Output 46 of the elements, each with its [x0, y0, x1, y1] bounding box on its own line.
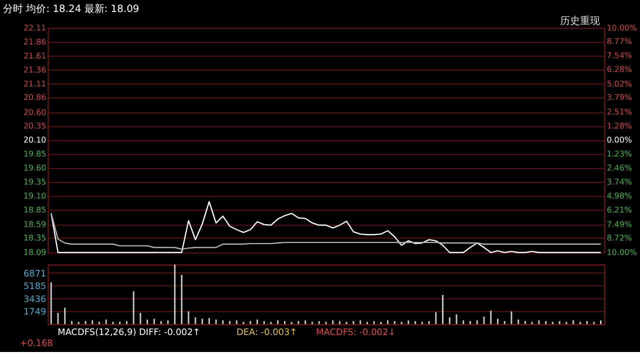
y2-tick-label: 1.23% — [606, 150, 632, 159]
y2-tick-label: 3.79% — [606, 93, 632, 102]
text: MACDFS: -0.002↓ — [316, 328, 396, 338]
y2-tick-label: 3.74% — [606, 178, 632, 187]
line-series — [50, 201, 602, 254]
y2-tick-label: 2.51% — [606, 108, 632, 117]
y-tick-label: 18.85 — [23, 206, 46, 215]
y-tick-label: 18.35 — [23, 233, 46, 242]
y2-tick-label: 5.02% — [606, 79, 632, 88]
y2-tick-label: 1.28% — [606, 121, 632, 130]
y2-tick-label: 2.46% — [606, 163, 632, 172]
y2-tick-label: 0.00% — [606, 136, 632, 145]
y2-tick-label: 8.72% — [606, 234, 632, 243]
y-tick-label: 1749 — [23, 308, 47, 318]
y-tick-label: 20.86 — [23, 93, 46, 102]
y2-tick-label: 8.77% — [606, 37, 632, 46]
y2-tick-label: 4.98% — [606, 192, 632, 201]
y-tick-label: 22.11 — [23, 23, 46, 32]
chart-title: 分时 均价: 18.24 最新: 18.09 — [3, 3, 140, 16]
y2-tick-label: 6.28% — [606, 65, 632, 74]
y-tick-label: 20.60 — [23, 108, 46, 117]
y-tick-label: 18.59 — [23, 220, 46, 230]
line-series — [50, 212, 602, 250]
y-tick-label: 21.36 — [23, 65, 46, 74]
y-tick-label: 19.60 — [23, 164, 46, 173]
y-tick-label: 6871 — [23, 269, 46, 280]
y-tick-label: 21.86 — [23, 37, 46, 46]
text: MACDFS(12,26,9) DIFF: -0.002↑ — [58, 328, 200, 338]
text: DEA: -0.003↑ — [236, 328, 298, 338]
y-tick-label: 20.35 — [23, 122, 46, 131]
y-tick-label: 19.85 — [23, 150, 46, 159]
y2-tick-label: 10.00% — [606, 23, 638, 32]
y-tick-label: 5185 — [23, 282, 46, 292]
y2-tick-label: 7.49% — [606, 220, 632, 229]
y2-tick-label: 10.00% — [606, 248, 638, 258]
y2-tick-label: 6.21% — [606, 205, 632, 214]
y-tick-label: 19.35 — [23, 178, 46, 187]
y-tick-label: 18.09 — [23, 248, 46, 258]
y-tick-label: 21.61 — [23, 51, 46, 60]
y-tick-label: 20.10 — [23, 136, 46, 145]
y-tick-label: 21.11 — [23, 79, 46, 88]
y2-tick-label: 7.54% — [606, 51, 632, 60]
y-tick-label: 3436 — [23, 294, 47, 305]
y-tick-label: 19.10 — [23, 192, 46, 201]
text: 历史重现 — [560, 14, 600, 27]
text: +0.168 — [20, 338, 54, 349]
